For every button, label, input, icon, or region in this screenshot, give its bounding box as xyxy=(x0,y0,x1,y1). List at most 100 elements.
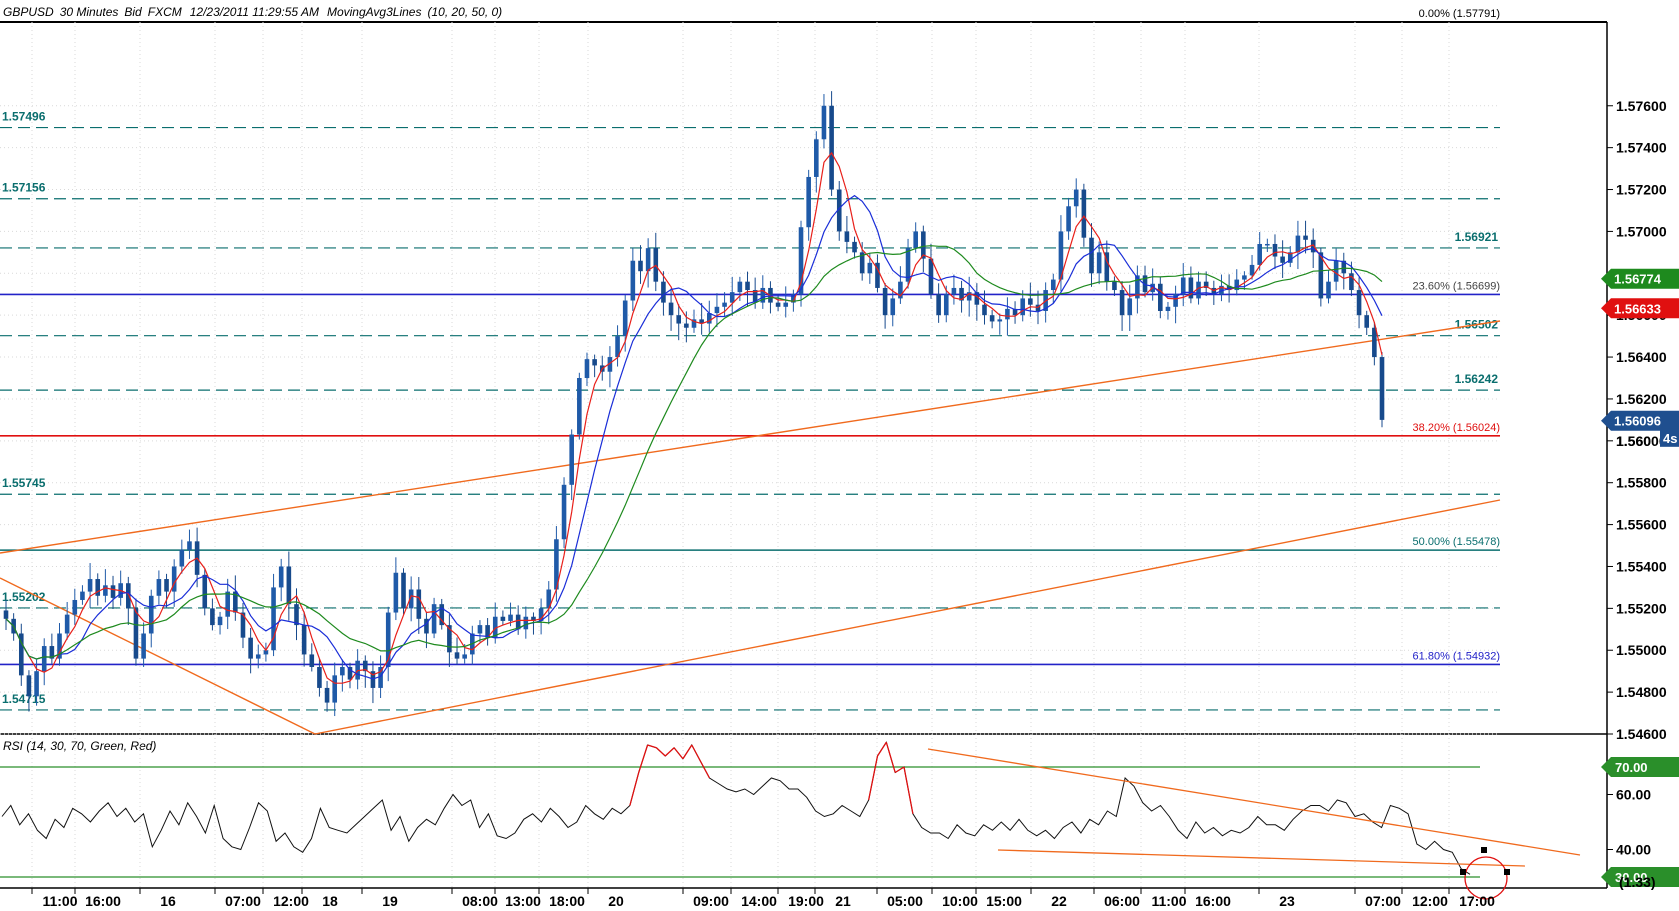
candle-body xyxy=(959,287,964,301)
time-label: 19 xyxy=(382,893,398,909)
candle-body xyxy=(332,675,338,703)
time-axis: 11:00 16:00 16 07:00 12:00 18 19 08:00 13:00 18:0… xyxy=(31,888,1495,909)
time-label: 16:00 xyxy=(85,893,121,909)
candle-body xyxy=(615,336,620,358)
price-tag-label: 1.56633 xyxy=(1614,301,1661,316)
candle-body xyxy=(592,359,597,366)
candle-body xyxy=(943,294,949,316)
candle-body xyxy=(699,319,704,324)
candle-body xyxy=(110,585,116,598)
time-label: 22 xyxy=(1051,893,1067,909)
fibonacci-levels: 0.00% (1.57791) 23.60% (1.56699) 38.20% (1… xyxy=(0,8,1500,666)
candle-body xyxy=(1142,275,1148,293)
candle-body xyxy=(783,302,789,307)
time-label: 07:00 xyxy=(1365,893,1401,909)
time-label: 06:00 xyxy=(1104,893,1140,909)
candle-body xyxy=(1372,327,1377,358)
candle-body xyxy=(661,281,666,303)
time-label: 09:00 xyxy=(693,893,729,909)
candle-body xyxy=(263,650,269,655)
rsi-band-tag xyxy=(1601,757,1679,777)
candle-body xyxy=(378,666,383,688)
candle-body xyxy=(462,654,467,659)
candle-body xyxy=(791,294,796,303)
candle-body xyxy=(57,633,62,659)
rsi-handle xyxy=(1504,869,1510,875)
candle-body xyxy=(133,608,139,659)
time-label: 11:00 xyxy=(1151,893,1186,909)
level-label-left: 1.54715 xyxy=(2,692,46,706)
rsi-overbought-segment xyxy=(885,742,896,773)
rsi-trendline xyxy=(997,849,1526,867)
rsi-highlight-circle xyxy=(1464,856,1508,900)
candle-body xyxy=(1112,281,1117,291)
y-tick-label: 1.55000 xyxy=(1616,642,1667,658)
candle-body xyxy=(546,589,552,609)
candle-body xyxy=(1073,189,1079,207)
candle-body xyxy=(385,612,391,667)
candle-body xyxy=(1135,275,1140,299)
symbol-label: GBPUSD xyxy=(3,5,54,19)
candle-body xyxy=(798,227,804,295)
candle-body xyxy=(26,675,32,697)
candle-body xyxy=(210,608,215,626)
candle-body xyxy=(882,287,888,316)
candle-body xyxy=(607,357,613,372)
candle-body xyxy=(1234,279,1240,291)
candle-body xyxy=(859,252,865,274)
candle-body xyxy=(233,591,238,613)
candle-body xyxy=(905,248,911,282)
candle-body xyxy=(401,572,406,609)
fib-label: 61.80% (1.54932) xyxy=(1413,650,1500,662)
rsi-overbought-segment xyxy=(682,744,693,760)
candle-body xyxy=(1356,290,1362,316)
y-tick-label: 1.54600 xyxy=(1616,726,1667,742)
candle-body xyxy=(41,646,47,672)
time-label: 19:00 xyxy=(788,893,824,909)
candle-body xyxy=(255,654,261,659)
candle-body xyxy=(49,646,55,659)
rsi-overbought-segment xyxy=(664,747,675,757)
candle-body xyxy=(1249,264,1255,276)
candle-body xyxy=(630,260,636,301)
rsi-band-label: 70.00 xyxy=(1615,760,1648,775)
candle-body xyxy=(745,281,750,291)
candle-body xyxy=(1127,298,1133,316)
time-label: 10:00 xyxy=(942,893,978,909)
candle-body xyxy=(913,231,918,249)
candle-body xyxy=(340,666,345,676)
candle-body xyxy=(34,671,39,697)
time-label: 18:00 xyxy=(549,893,585,909)
candle-body xyxy=(1333,260,1339,282)
rsi-trendline xyxy=(927,748,1581,856)
broker-label: FXCM xyxy=(148,5,182,19)
candle-body xyxy=(1203,281,1209,288)
candle-body xyxy=(317,666,322,688)
candle-body xyxy=(1158,283,1163,311)
candle-body xyxy=(408,589,414,609)
candle-body xyxy=(141,633,146,659)
rsi-band-label: 30.00 xyxy=(1615,870,1648,885)
candle-body xyxy=(1180,277,1186,295)
y-tick-label: 1.57000 xyxy=(1616,223,1667,239)
candle-body xyxy=(898,281,903,299)
candle-body xyxy=(500,616,506,621)
fib-label: 23.60% (1.56699) xyxy=(1413,280,1500,292)
candle-body xyxy=(1265,243,1270,246)
candle-body xyxy=(1341,260,1347,274)
candle-body xyxy=(1364,315,1370,328)
candle-body xyxy=(217,616,223,626)
trendline xyxy=(0,577,316,735)
ma10-line xyxy=(5,151,1383,684)
candle-body xyxy=(989,315,995,322)
candle-body xyxy=(18,633,24,676)
candle-body xyxy=(645,248,651,272)
candle-body xyxy=(95,579,101,596)
rsi-pane: 70.00 30.00 60.00 40.00 (1.33) xyxy=(0,741,1679,900)
time-label: 16 xyxy=(160,893,176,909)
candle-body xyxy=(225,591,230,617)
candle-body xyxy=(3,610,9,619)
candle-body xyxy=(1257,243,1262,265)
vertical-gridlines xyxy=(0,22,1500,888)
candle-body xyxy=(431,604,437,634)
